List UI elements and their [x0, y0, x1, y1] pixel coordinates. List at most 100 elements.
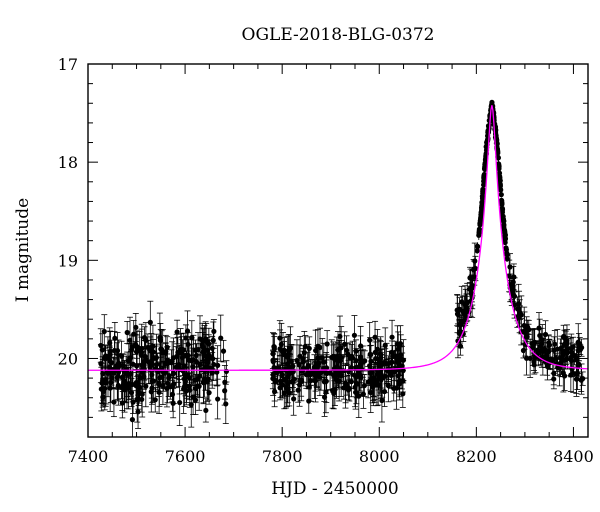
data-point [556, 365, 563, 371]
data-point [187, 387, 193, 393]
y-tick-label: 17 [58, 55, 78, 74]
data-point [177, 399, 183, 406]
data-point [394, 358, 400, 364]
data-point [537, 332, 543, 339]
data-point [108, 379, 114, 386]
data-point [270, 375, 276, 382]
data-point [345, 387, 352, 393]
data-point [277, 346, 283, 352]
data-point [481, 171, 487, 178]
data-point [112, 335, 118, 341]
data-point [367, 351, 373, 357]
data-point [471, 274, 477, 280]
data-point [367, 363, 373, 369]
data-point [546, 342, 552, 349]
x-tick-label: 8200 [456, 447, 497, 466]
data-point [480, 188, 486, 194]
data-point [483, 153, 489, 160]
data-point [168, 360, 175, 366]
data-point [302, 343, 308, 350]
data-point [389, 349, 395, 355]
data-point [317, 344, 323, 351]
data-point [271, 364, 277, 371]
data-point [476, 230, 482, 236]
data-point [270, 359, 276, 365]
data-point [482, 163, 488, 169]
data-point [312, 378, 319, 384]
data-point [215, 362, 221, 368]
data-point [324, 370, 330, 377]
data-point [158, 346, 164, 352]
data-point [378, 352, 384, 358]
data-point [183, 353, 189, 359]
data-point [573, 371, 579, 377]
data-point [279, 372, 285, 378]
data-point [223, 401, 229, 407]
data-point [190, 364, 196, 370]
y-tick-label: 20 [58, 349, 78, 368]
data-point [350, 355, 356, 361]
data-point [321, 359, 327, 365]
data-point [467, 286, 473, 292]
data-point [278, 341, 284, 348]
data-point [477, 222, 483, 228]
data-point [107, 340, 113, 346]
data-point [288, 358, 294, 364]
x-tick-label: 7600 [165, 447, 206, 466]
model-curve-group [88, 105, 589, 371]
data-point [209, 345, 215, 351]
data-point [145, 344, 151, 351]
data-point [133, 349, 140, 355]
data-point [157, 337, 163, 343]
data-point [369, 384, 376, 390]
data-point [111, 347, 118, 354]
data-point [502, 239, 508, 246]
data-points [97, 99, 586, 438]
plot-frame [87, 63, 589, 438]
data-point [100, 377, 106, 383]
data-point [284, 381, 291, 387]
data-point [314, 364, 320, 371]
data-point [497, 181, 503, 187]
data-point [497, 175, 503, 181]
data-point [577, 341, 583, 347]
data-point [218, 335, 224, 341]
data-point [199, 337, 206, 344]
data-point [474, 248, 480, 254]
x-tick-label: 7800 [262, 447, 303, 466]
data-point [479, 200, 485, 206]
data-point [332, 387, 338, 393]
data-point [271, 346, 277, 352]
data-point [170, 400, 176, 406]
data-point [535, 347, 541, 353]
data-point [504, 256, 510, 262]
data-point [377, 375, 384, 382]
model-curve [88, 105, 589, 371]
data-point [353, 348, 359, 354]
data-point [523, 355, 530, 361]
data-point [397, 340, 404, 347]
data-point [211, 328, 217, 334]
data-point [369, 369, 375, 375]
data-point [215, 396, 221, 402]
data-point [156, 389, 162, 395]
data-point [98, 360, 104, 367]
data-point [200, 349, 206, 355]
data-point [478, 209, 484, 215]
data-point [495, 161, 502, 167]
data-point [367, 337, 373, 343]
data-point [479, 196, 486, 202]
data-point [105, 354, 111, 360]
data-point [501, 222, 507, 228]
data-point [131, 331, 137, 337]
data-point [552, 341, 558, 347]
data-point [454, 311, 461, 317]
data-point [135, 409, 141, 415]
data-point [313, 347, 319, 354]
data-point [190, 394, 196, 400]
data-point [139, 345, 145, 352]
data-point [483, 144, 489, 150]
data-point [564, 338, 570, 344]
data-point [529, 340, 535, 347]
data-point [575, 362, 582, 368]
